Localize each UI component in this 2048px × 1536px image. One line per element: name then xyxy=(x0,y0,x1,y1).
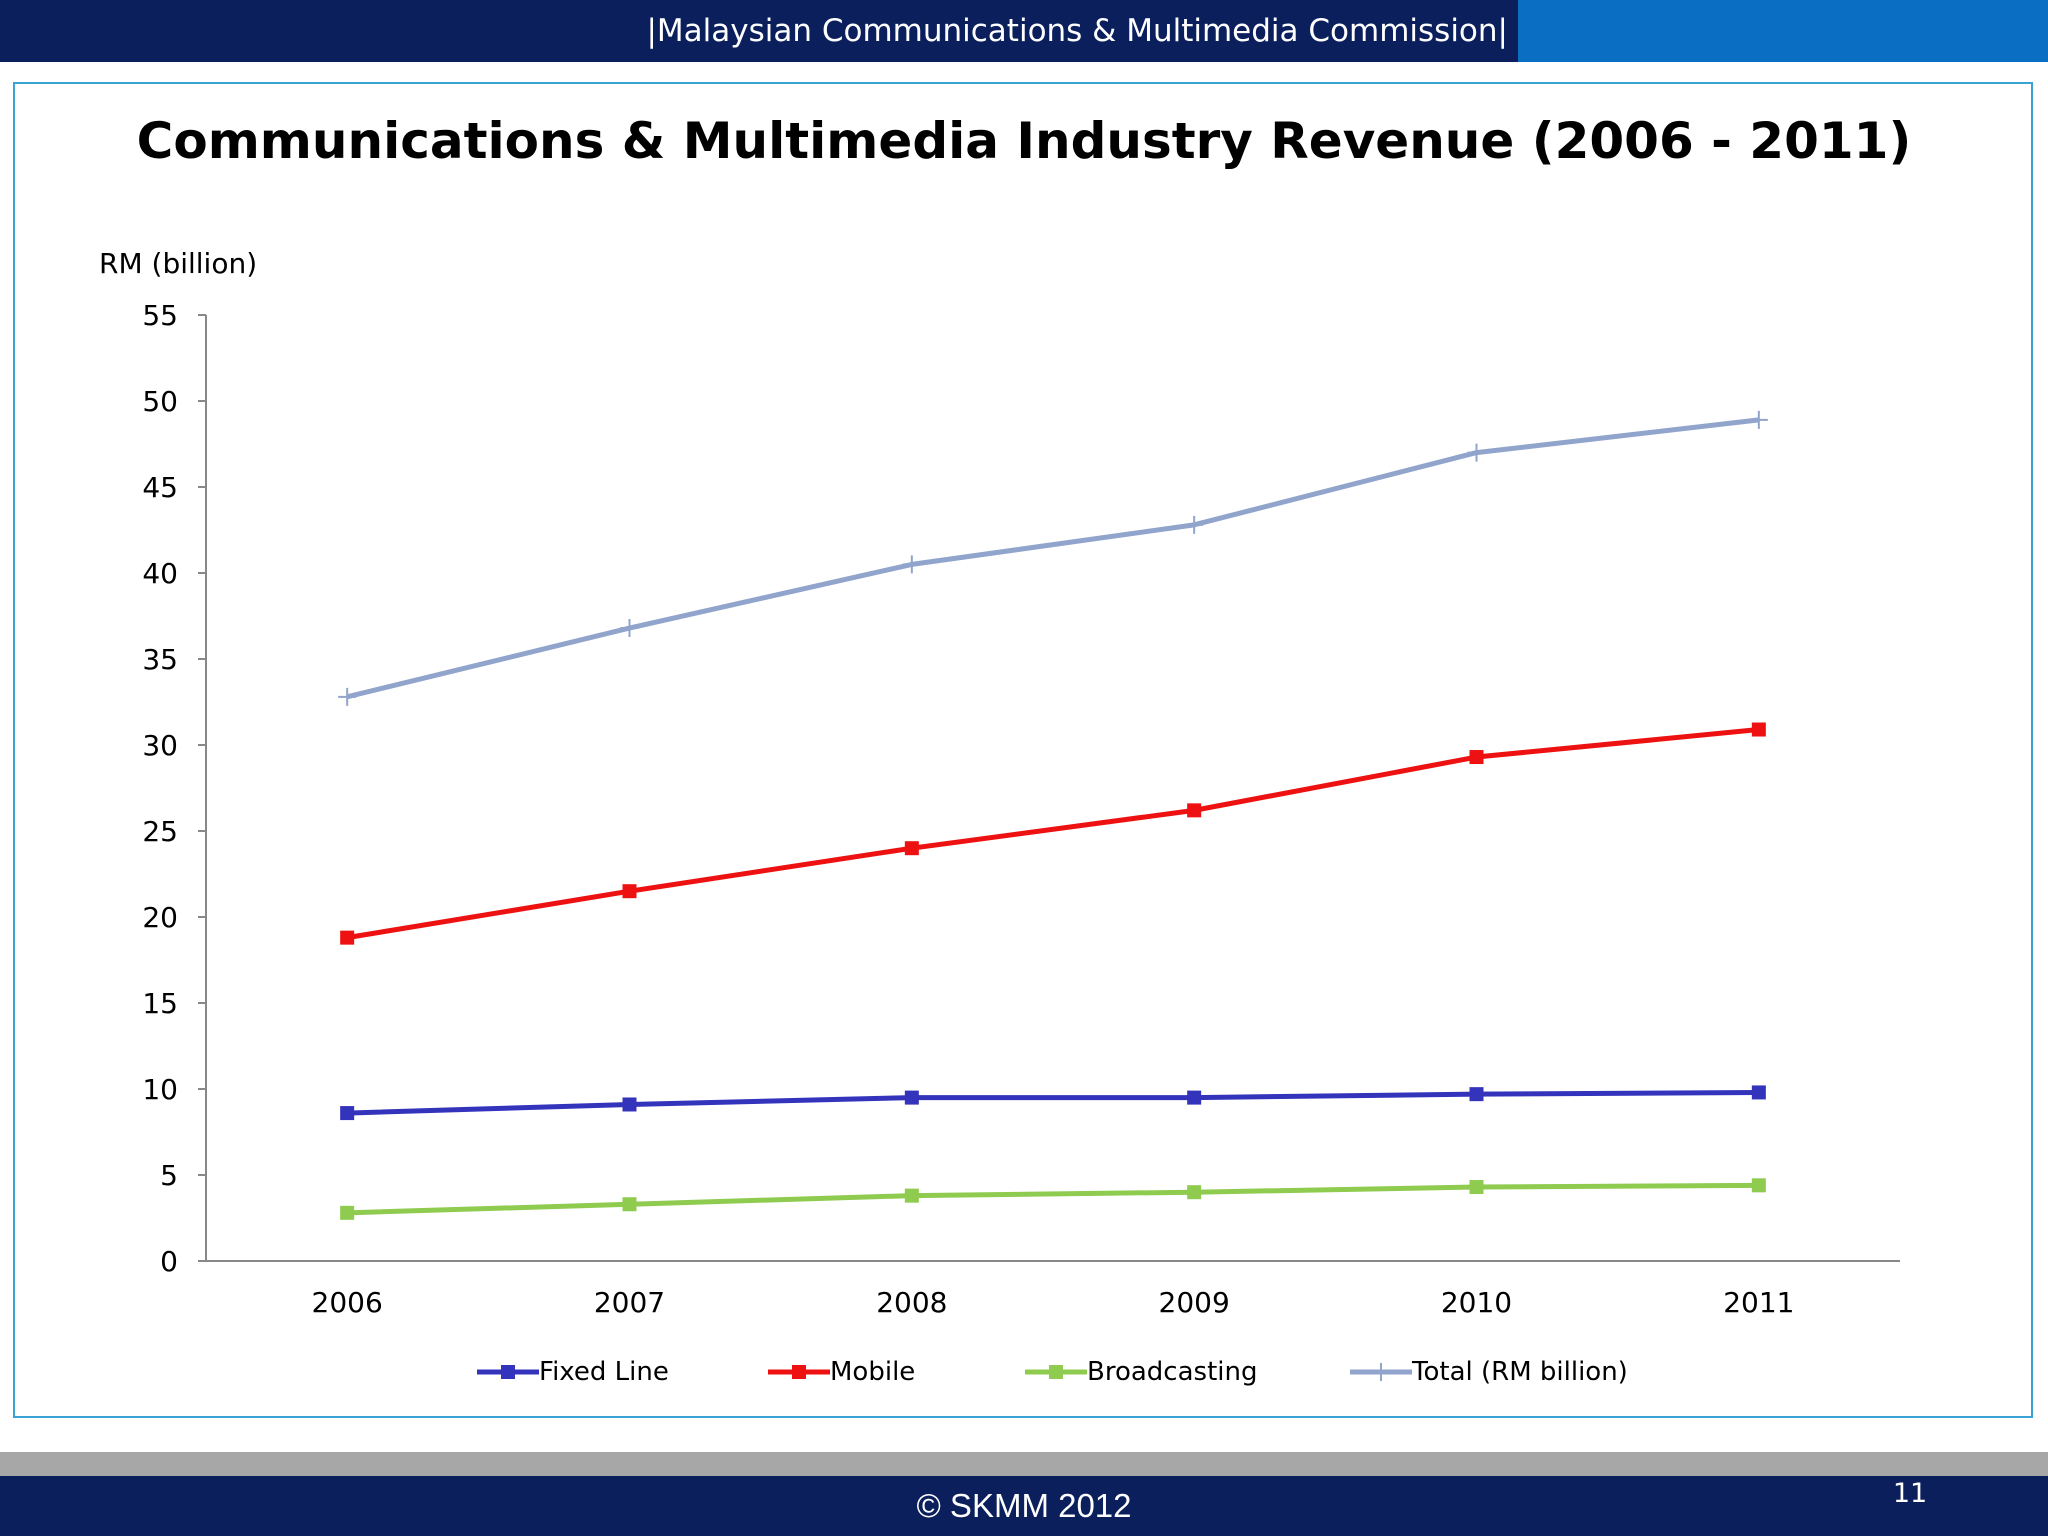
y-tick-label: 40 xyxy=(142,557,178,590)
y-tick-label: 5 xyxy=(160,1159,178,1192)
x-tick-label: 2009 xyxy=(1159,1286,1230,1319)
data-point xyxy=(340,930,355,945)
y-tick-label: 20 xyxy=(142,901,178,934)
x-tick-label: 2008 xyxy=(876,1286,947,1319)
series-line-1 xyxy=(346,727,1760,941)
data-point xyxy=(622,1097,637,1112)
data-point xyxy=(1751,722,1766,737)
data-point xyxy=(904,1090,919,1105)
y-tick-label: 10 xyxy=(142,1073,178,1106)
data-point xyxy=(1469,1087,1484,1102)
data-point xyxy=(904,841,919,856)
footer-gray-band xyxy=(0,1452,2048,1476)
data-point xyxy=(904,1188,919,1203)
legend-label: Mobile xyxy=(830,1357,916,1387)
x-tick-label: 2007 xyxy=(594,1286,665,1319)
legend-swatch xyxy=(1350,1363,1412,1381)
y-tick-label: 30 xyxy=(142,729,178,762)
footer-bar xyxy=(0,1476,2048,1536)
y-tick-label: 45 xyxy=(142,471,178,504)
data-point xyxy=(1187,1090,1202,1105)
y-axis-label: RM (billion) xyxy=(99,247,258,280)
chart-legend: Fixed Line Mobile Broadcasting Total (RM bi… xyxy=(0,1352,2048,1392)
data-point xyxy=(622,884,637,899)
legend-label: Broadcasting xyxy=(1087,1357,1258,1387)
legend-swatch xyxy=(477,1365,539,1379)
legend-item: Broadcasting xyxy=(1025,1352,1257,1392)
data-point xyxy=(1751,1178,1766,1193)
data-point xyxy=(1187,803,1202,818)
data-point xyxy=(338,687,357,706)
y-tick-label: 0 xyxy=(160,1245,178,1278)
footer-copyright: © SKMM 2012 xyxy=(916,1487,1132,1524)
y-tick-label: 25 xyxy=(142,815,178,848)
data-point xyxy=(1469,750,1484,765)
legend-label: Total (RM billion) xyxy=(1412,1357,1628,1387)
y-tick-label: 55 xyxy=(142,299,178,332)
y-tick-label: 15 xyxy=(142,987,178,1020)
page-number: 11 xyxy=(1892,1478,1928,1509)
data-point xyxy=(1749,410,1768,429)
legend-item: Mobile xyxy=(768,1352,915,1392)
legend-swatch xyxy=(1025,1365,1087,1379)
data-point xyxy=(1469,1180,1484,1195)
y-tick-label: 50 xyxy=(142,385,178,418)
series-line-0 xyxy=(347,1089,1759,1116)
chart-title: Communications & Multimedia Industry Rev… xyxy=(136,112,1912,170)
x-tick-label: 2011 xyxy=(1723,1286,1794,1319)
header-accent xyxy=(1518,0,2048,62)
series-line-2 xyxy=(347,1182,1759,1216)
data-point xyxy=(340,1106,355,1121)
x-tick-label: 2010 xyxy=(1441,1286,1512,1319)
data-point xyxy=(902,555,921,574)
legend-item: Fixed Line xyxy=(477,1352,669,1392)
data-point xyxy=(1751,1085,1766,1100)
data-point xyxy=(1185,515,1204,534)
x-tick-label: 2006 xyxy=(312,1286,383,1319)
data-point xyxy=(1187,1185,1202,1200)
data-point xyxy=(622,1197,637,1212)
data-point xyxy=(620,619,639,638)
data-point xyxy=(340,1205,355,1220)
legend-label: Fixed Line xyxy=(539,1357,669,1387)
data-point xyxy=(1467,443,1486,462)
y-tick-label: 35 xyxy=(142,643,178,676)
series-line-3 xyxy=(346,417,1760,700)
header-title: |Malaysian Communications & Multimedia C… xyxy=(646,13,1508,49)
legend-item: Total (RM billion) xyxy=(1350,1352,1628,1392)
legend-swatch xyxy=(768,1365,830,1379)
